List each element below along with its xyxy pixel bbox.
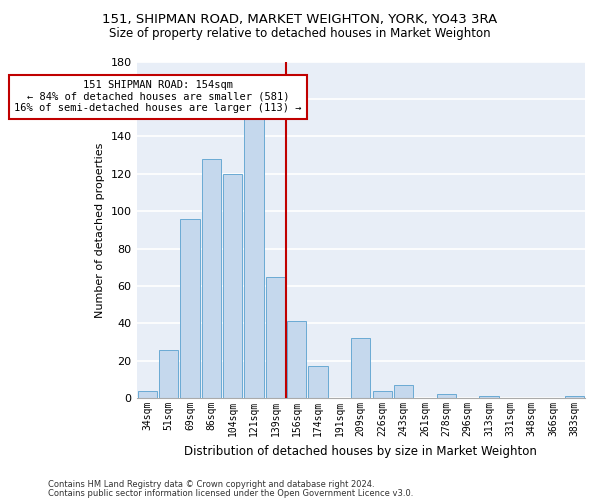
Bar: [181, 218, 200, 398]
Bar: [565, 396, 584, 398]
Bar: [351, 338, 370, 398]
Bar: [244, 118, 263, 398]
X-axis label: Distribution of detached houses by size in Market Weighton: Distribution of detached houses by size …: [184, 444, 537, 458]
Text: 151 SHIPMAN ROAD: 154sqm
← 84% of detached houses are smaller (581)
16% of semi-: 151 SHIPMAN ROAD: 154sqm ← 84% of detach…: [14, 80, 302, 114]
Bar: [308, 366, 328, 398]
Bar: [394, 385, 413, 398]
Bar: [159, 350, 178, 398]
Text: Contains public sector information licensed under the Open Government Licence v3: Contains public sector information licen…: [48, 488, 413, 498]
Bar: [223, 174, 242, 398]
Bar: [373, 390, 392, 398]
Bar: [202, 159, 221, 398]
Bar: [266, 276, 285, 398]
Text: 151, SHIPMAN ROAD, MARKET WEIGHTON, YORK, YO43 3RA: 151, SHIPMAN ROAD, MARKET WEIGHTON, YORK…: [103, 12, 497, 26]
Y-axis label: Number of detached properties: Number of detached properties: [95, 142, 105, 318]
Text: Size of property relative to detached houses in Market Weighton: Size of property relative to detached ho…: [109, 28, 491, 40]
Bar: [287, 322, 307, 398]
Bar: [137, 390, 157, 398]
Text: Contains HM Land Registry data © Crown copyright and database right 2024.: Contains HM Land Registry data © Crown c…: [48, 480, 374, 489]
Bar: [437, 394, 456, 398]
Bar: [479, 396, 499, 398]
